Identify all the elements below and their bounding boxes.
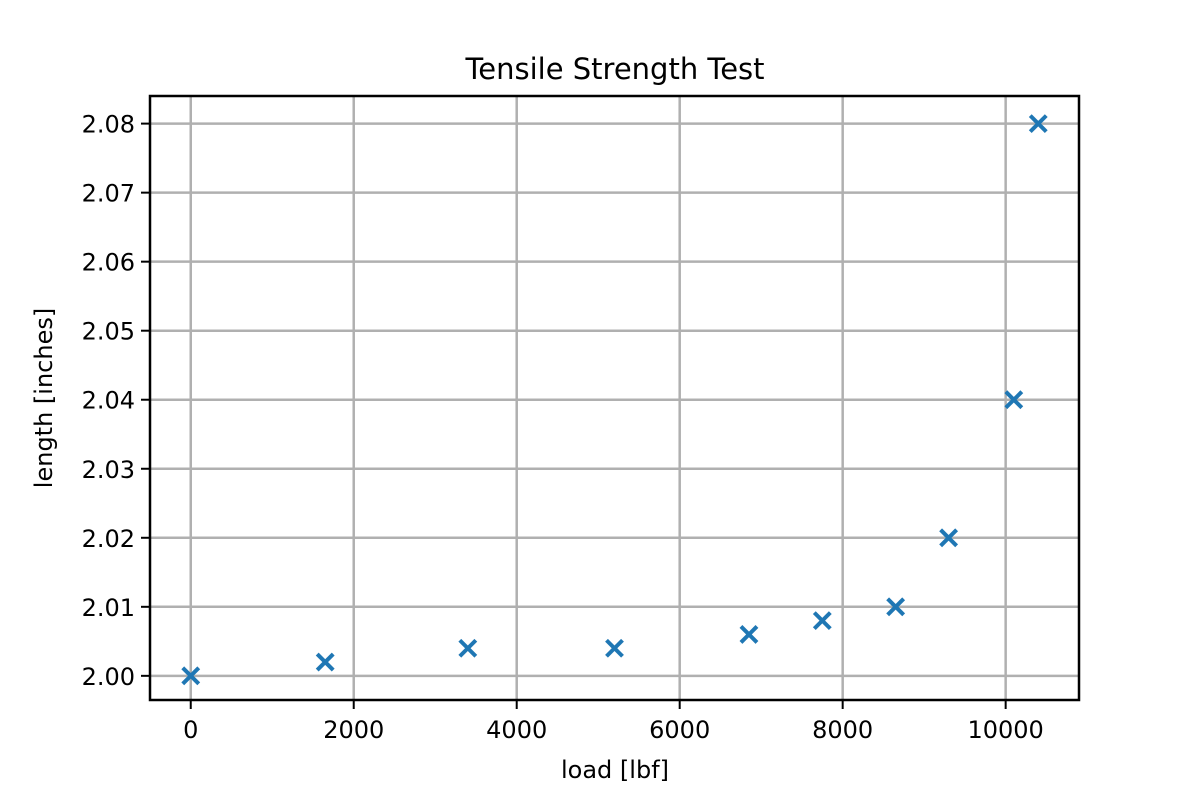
y-tick-label: 2.05 xyxy=(82,318,135,346)
y-tick-label: 2.01 xyxy=(82,594,135,622)
data-point xyxy=(812,611,832,631)
data-point xyxy=(181,666,201,686)
y-axis-label: length [inches] xyxy=(30,308,58,488)
data-point xyxy=(1004,390,1024,410)
data-point xyxy=(605,638,624,658)
data-point xyxy=(886,597,906,617)
x-tick-label: 4000 xyxy=(486,716,547,744)
y-tick-label: 2.08 xyxy=(82,111,135,139)
chart-title: Tensile Strength Test xyxy=(464,52,764,86)
axis-ticks: 0 2000 4000 6000 8000 10000 2.00 2.01 2.02 2.03 2.… xyxy=(82,111,1044,744)
x-tick-label: 10000 xyxy=(967,716,1043,744)
x-axis-label: load [lbf] xyxy=(561,756,669,784)
data-point xyxy=(458,638,478,658)
data-point xyxy=(315,652,335,672)
data-point xyxy=(739,625,759,644)
x-tick-label: 6000 xyxy=(649,716,710,744)
y-tick-label: 2.02 xyxy=(82,525,135,553)
grid xyxy=(150,96,1079,700)
plot-frame xyxy=(148,94,1081,702)
y-tick-label: 2.03 xyxy=(82,456,135,484)
y-tick-label: 2.00 xyxy=(82,663,135,691)
data-points xyxy=(181,114,1048,686)
y-tick-label: 2.07 xyxy=(82,180,135,208)
data-point xyxy=(939,528,959,548)
y-tick-label: 2.04 xyxy=(82,387,135,415)
x-tick-label: 2000 xyxy=(323,716,384,744)
x-tick-label: 8000 xyxy=(812,716,873,744)
y-tick-label: 2.06 xyxy=(82,249,135,277)
data-point xyxy=(1028,114,1048,134)
x-tick-label: 0 xyxy=(183,716,198,744)
